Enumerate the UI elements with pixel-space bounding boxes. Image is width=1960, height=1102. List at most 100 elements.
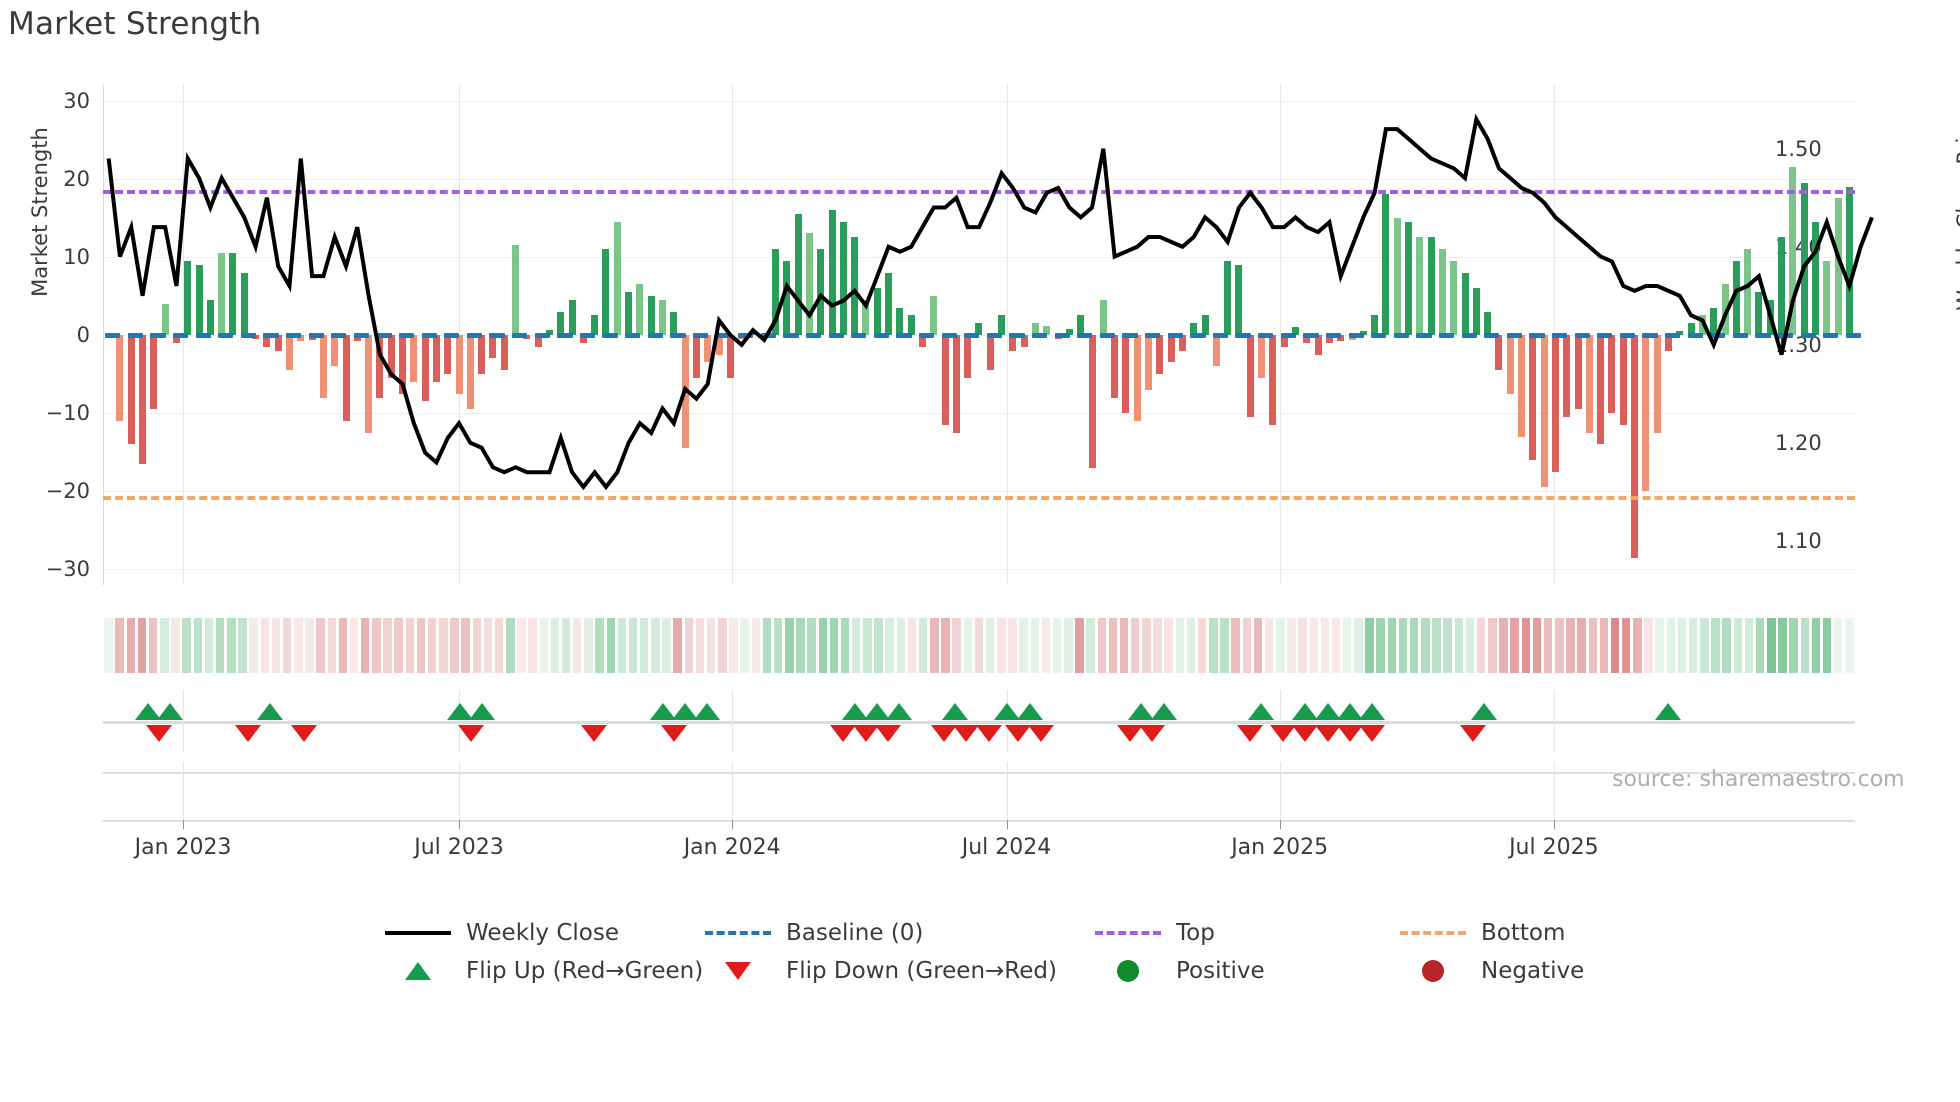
baseline-segment [1303,333,1319,338]
baseline-segment [1145,333,1161,338]
baseline-segment [1258,333,1274,338]
strength-bar [1393,217,1401,335]
strength-bar [1698,315,1706,335]
strength-bar [432,335,440,382]
flip-up-marker [841,703,868,720]
vertical-gridline [183,690,185,752]
legend-item[interactable]: Negative [1395,958,1584,984]
flip-down-marker [1292,725,1319,742]
baseline-segment [1800,333,1816,338]
strength-bar [1789,167,1797,335]
heatstrip-cell [1532,618,1542,673]
heatstrip-cell [561,618,571,673]
heatstrip-cell [450,618,459,673]
strength-bar [1427,237,1435,335]
heatstrip-cell [1164,618,1173,673]
legend-item[interactable]: Baseline (0) [700,920,923,946]
legend-item[interactable]: Flip Down (Green→Red) [700,958,1057,984]
heatstrip-cell [1465,618,1475,673]
heatstrip-cell [1778,618,1787,673]
baseline-segment [1506,333,1522,338]
heatstrip-cell [1476,618,1486,673]
heatstrip-cell [1755,618,1765,673]
heatstrip-cell [1086,618,1095,673]
flip-down-marker [1139,725,1166,742]
strength-bar [1506,335,1514,394]
strength-bar [941,335,949,425]
heatstrip-cell [896,618,906,673]
dotted-line-icon [1400,931,1466,935]
strength-bar [285,335,293,371]
flip-down-marker [580,725,607,742]
strength-bar [647,295,655,335]
heatstrip-cell [1655,618,1664,673]
strength-bar [376,335,384,398]
x-axis-tick-label: Jan 2023 [134,835,232,860]
baseline-segment [308,333,324,338]
dashed-line-icon [705,931,771,935]
legend-item[interactable]: Weekly Close [380,920,619,946]
flip-down-marker [1269,725,1296,742]
legend-item[interactable]: Top [1090,920,1215,946]
strength-bar [229,252,237,335]
strength-bar [1438,249,1446,335]
heatstrip-cell [1220,618,1229,673]
heatstrip-cell [1108,618,1118,673]
heatstrip-cell [1488,618,1497,673]
legend-label: Baseline (0) [786,920,924,946]
heatstrip-cell [1064,618,1073,673]
legend-label: Top [1176,920,1215,946]
flip-down-marker [235,725,262,742]
strength-bar [500,335,508,371]
legend-label: Bottom [1481,920,1566,946]
solid-line-icon [385,931,451,935]
heatstrip-cell [1186,618,1196,673]
heatstrip-cell [807,618,816,673]
legend-marker-dotted-line [1395,931,1471,935]
y-axis-left-tick: 20 [63,166,90,191]
flip-up-marker [672,703,699,720]
strength-bar [704,335,712,363]
y-axis-right-tick: 1.10 [1775,528,1822,553]
strength-bar [1631,335,1639,558]
strength-bar [1664,335,1672,351]
strength-bar [1122,335,1130,414]
baseline-segment [1190,333,1206,338]
flip-markers-panel [103,690,1855,752]
x-axis-tick [1553,820,1555,829]
triangle-down-icon [725,962,751,980]
baseline-segment [1325,333,1342,338]
heatstrip-cell [338,618,348,673]
heatstrip-cell [773,618,783,673]
y-axis-right-tick: 1.20 [1775,430,1822,455]
heatstrip-cell [294,618,303,673]
strength-bar [1065,328,1073,335]
strength-bar [839,221,847,335]
strength-bar [1111,335,1119,398]
strength-bar [1518,335,1526,437]
heatstrip-cell [785,618,794,673]
legend-item[interactable]: Flip Up (Red→Green) [380,958,703,984]
flip-up-marker [864,703,891,720]
strength-bar [161,303,169,335]
heatstrip-cell [1052,618,1062,673]
legend-item[interactable]: Positive [1090,958,1265,984]
gridline [103,256,1855,258]
strength-bar [851,237,859,335]
vertical-gridline [1553,762,1555,830]
strength-bar [1099,299,1107,335]
heatstrip-cell [361,618,370,673]
strength-bar [998,315,1006,335]
flip-up-marker [1336,703,1363,720]
strength-bar [1156,335,1164,375]
legend-item[interactable]: Bottom [1395,920,1565,946]
legend-marker-triangle-up [380,962,456,980]
x-axis-tick [1006,820,1008,829]
heatstrip-cell [528,618,537,673]
flip-down-marker [1314,725,1341,742]
heatstrip-cell [1744,618,1754,673]
flip-down-marker [975,725,1002,742]
baseline-segment [1077,333,1093,338]
heatstrip-cell [148,618,158,673]
heatstrip-cell [472,618,482,673]
